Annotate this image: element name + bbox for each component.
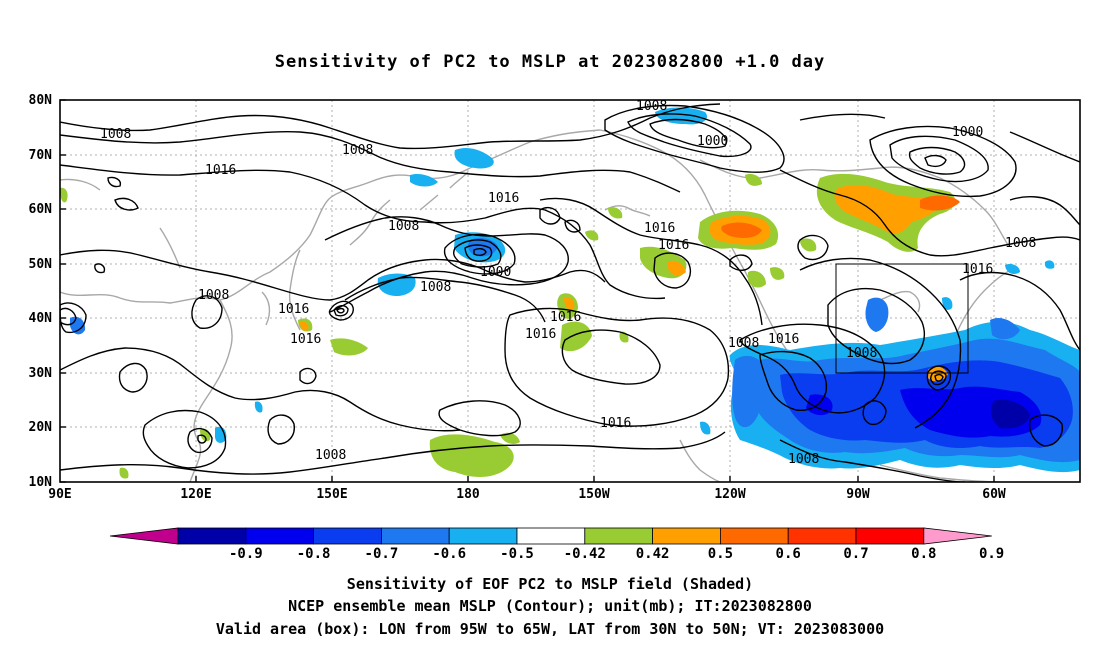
colorbar-label: -0.8: [297, 546, 331, 562]
contour-label: 1008: [1005, 236, 1036, 251]
lon-tick-label: 150E: [316, 487, 347, 502]
contour-label: 1008: [100, 127, 131, 142]
contour-label: 1016: [658, 238, 689, 253]
colorbar-segment: [380, 527, 450, 545]
colorbar-segment: [652, 527, 721, 545]
colorbar-max-triangle: [923, 527, 992, 545]
contour-label: 1008: [728, 336, 759, 351]
colorbar-segment: [313, 527, 382, 545]
lat-tick-label: 20N: [29, 420, 53, 435]
lon-tick-label: 180: [456, 487, 480, 502]
colorbar-label: 0.9: [979, 546, 1004, 562]
colorbar-segment: [516, 527, 586, 545]
caption-line-2: NCEP ensemble mean MSLP (Contour); unit(…: [288, 597, 812, 615]
lat-tick-label: 70N: [29, 148, 53, 163]
lon-tick-label: 90W: [846, 487, 870, 502]
colorbar-min-triangle: [109, 527, 179, 545]
longitude-axis: 90E 120E 150E 180 150W 120W 90W 60W: [48, 487, 1006, 502]
lat-tick-label: 60N: [29, 202, 53, 217]
colorbar-label: 0.8: [911, 546, 936, 562]
positive-sensitivity-shading: [60, 173, 960, 479]
lat-tick-label: 50N: [29, 257, 53, 272]
contour-label: 1016: [290, 332, 321, 347]
colorbar-segment: [720, 527, 789, 545]
contour-labels: 1008 1008 1008 1016 1008 1000 1016 1008 …: [100, 99, 1036, 467]
colorbar-label: 0.7: [843, 546, 868, 562]
graticule: [60, 100, 1080, 482]
contour-label: 1000: [952, 125, 983, 140]
colorbar-segment: [855, 527, 925, 545]
color-bar: -0.9 -0.8 -0.7 -0.6 -0.5 -0.42 0.42 0.5 0.6 0.7 0.…: [109, 527, 1004, 562]
colorbar-segment: [448, 527, 518, 545]
negative-sensitivity-shading: [70, 107, 1080, 473]
lon-tick-label: 150W: [578, 487, 609, 502]
contour-label: 1008: [342, 143, 373, 158]
colorbar-label: 0.42: [636, 546, 670, 562]
contour-label: 1016: [525, 327, 556, 342]
map-frame: [59, 99, 1081, 483]
colorbar-label: -0.6: [432, 546, 466, 562]
caption-line-3: Valid area (box): LON from 95W to 65W, L…: [216, 620, 884, 638]
contour-label: 1016: [962, 262, 993, 277]
colorbar-segment: [584, 527, 653, 545]
contour-label: 1016: [550, 310, 581, 325]
lon-tick-label: 120W: [714, 487, 745, 502]
contour-label: 1000: [697, 134, 728, 149]
colorbar-segment: [177, 527, 247, 545]
lon-tick-label: 60W: [982, 487, 1006, 502]
colorbar-label: -0.7: [365, 546, 399, 562]
valid-area-box: [835, 263, 969, 374]
caption-line-1: Sensitivity of EOF PC2 to MSLP field (Sh…: [347, 575, 753, 593]
colorbar-segment: [787, 527, 857, 545]
contour-label: 1008: [420, 280, 451, 295]
colorbar-label: 0.5: [708, 546, 733, 562]
lat-tick-label: 40N: [29, 311, 53, 326]
lon-tick-label: 90E: [48, 487, 71, 502]
contour-label: 1008: [846, 346, 877, 361]
contour-label: 1016: [600, 416, 631, 431]
lon-tick-label: 120E: [180, 487, 211, 502]
latitude-axis: 80N 70N 60N 50N 40N 30N 20N 10N: [29, 93, 53, 490]
contour-label: 1016: [644, 221, 675, 236]
contour-label: 1016: [768, 332, 799, 347]
colorbar-label: -0.9: [229, 546, 263, 562]
contour-label: 1016: [278, 302, 309, 317]
map-title: Sensitivity of PC2 to MSLP at 2023082800…: [275, 52, 826, 72]
lat-tick-label: 10N: [29, 475, 53, 490]
mslp-contours: [60, 103, 1080, 482]
colorbar-label: -0.42: [564, 546, 606, 562]
colorbar-label: 0.6: [776, 546, 801, 562]
lat-tick-label: 30N: [29, 366, 53, 381]
lat-tick-label: 80N: [29, 93, 53, 108]
contour-label: 1008: [198, 288, 229, 303]
tick-marks: [60, 99, 995, 483]
colorbar-label: -0.5: [500, 546, 534, 562]
contour-label: 1016: [488, 191, 519, 206]
contour-label: 1008: [315, 448, 346, 463]
contour-label: 1000: [480, 265, 511, 280]
contour-label: 1008: [788, 452, 819, 467]
contour-label: 1016: [205, 163, 236, 178]
contour-label: 1008: [636, 99, 667, 114]
map-area: 1008 1008 1008 1016 1008 1000 1016 1008 …: [60, 99, 1080, 482]
colorbar-segment: [245, 527, 315, 545]
contour-label: 1008: [388, 219, 419, 234]
